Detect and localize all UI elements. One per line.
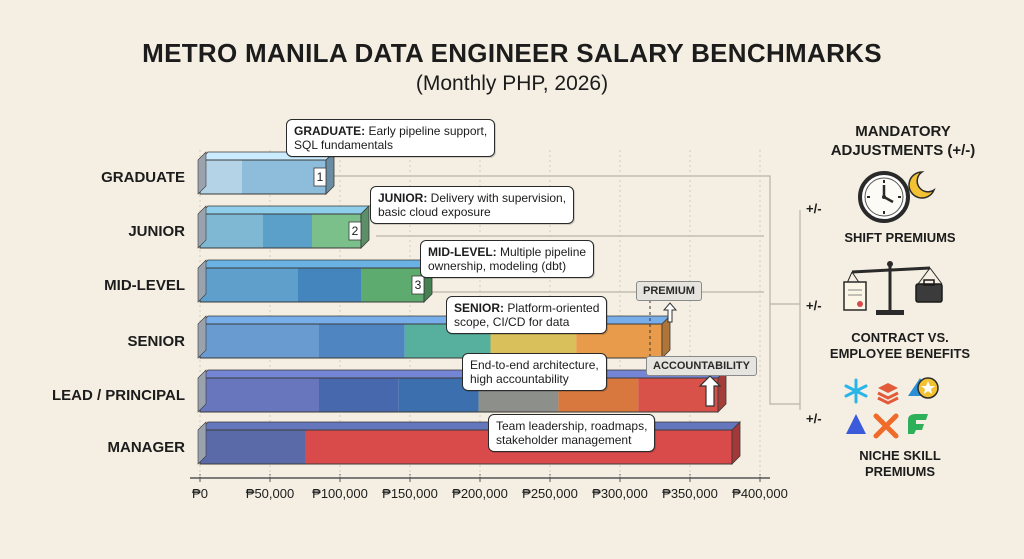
bar-top-face	[199, 421, 741, 431]
up-arrow-icon	[698, 375, 722, 407]
x-tick-label: ₱50,000	[246, 486, 294, 501]
bar-segment	[319, 324, 405, 358]
callout-mid-level: MID-LEVEL: Multiple pipeline ownership, m…	[420, 240, 595, 278]
step-marker	[313, 167, 327, 187]
x-tick-label: ₱400,000	[732, 486, 788, 501]
accountability-tag: ACCOUNTABILITY	[646, 356, 757, 376]
shift-premiums-label: SHIFT PREMIUMS	[844, 230, 956, 245]
adjustments-title: MANDATORY ADJUSTMENTS (+/-)	[830, 123, 976, 159]
step-number: 1	[317, 170, 324, 184]
bar-segment	[200, 160, 242, 194]
bar-side-face	[360, 205, 370, 249]
tech-logos-icon	[842, 376, 952, 451]
category-labels: GRADUATE JUNIOR MID-LEVEL SENIOR LEAD / PRIN…	[52, 169, 185, 456]
bar-top-face	[199, 259, 433, 269]
bar-left-face	[197, 315, 207, 359]
callout-manager: Team leadership, roadmaps, stakeholder ma…	[488, 414, 656, 452]
category-label: JUNIOR	[128, 223, 185, 240]
bar-left-face	[197, 205, 207, 249]
step-marker	[411, 275, 425, 295]
bar-left-face	[197, 421, 207, 465]
step-number: 2	[352, 224, 359, 238]
scales-icon	[838, 258, 948, 323]
x-tick-label: ₱350,000	[662, 486, 718, 501]
bar-side-face	[717, 369, 727, 413]
bar-side-face	[731, 421, 741, 465]
connector-path	[330, 175, 801, 410]
callout-senior: SENIOR: Platform-oriented scope, CI/CD fo…	[446, 296, 608, 334]
x-tick-label: ₱250,000	[522, 486, 578, 501]
bar-segment	[200, 324, 319, 358]
x-tick-label: ₱100,000	[312, 486, 368, 501]
bar-graduate: 1	[197, 151, 335, 195]
bar-segment	[200, 430, 305, 464]
connector-lines	[330, 175, 801, 410]
contract-benefits-label: CONTRACT VS. EMPLOYEE BENEFITS	[829, 330, 971, 361]
bar-segment	[200, 268, 298, 302]
bar-segment	[200, 214, 263, 248]
plus-minus-niche: +/-	[806, 411, 822, 426]
bar-left-face	[197, 151, 207, 195]
bar-top-face	[199, 205, 370, 215]
step-number: 3	[415, 278, 422, 292]
bar-side-face	[325, 151, 335, 195]
x-axis: ₱0 ₱50,000 ₱100,000 ₱150,000 ₱200,000 ₱250,00…	[190, 150, 788, 501]
callout-junior: JUNIOR: Delivery with supervision, basic …	[370, 186, 575, 224]
callout-graduate: GRADUATE: Early pipeline support, SQL fun…	[286, 119, 496, 157]
bar-left-face	[197, 259, 207, 303]
category-label: MID-LEVEL	[104, 277, 185, 294]
bar-left-face	[197, 369, 207, 413]
bar-mid-level: 3	[197, 259, 433, 303]
plus-minus-contract: +/-	[806, 298, 822, 313]
bar-segment	[319, 378, 399, 412]
x-tick-label: ₱300,000	[592, 486, 648, 501]
premium-tag: PREMIUM	[636, 281, 702, 301]
niche-skill-label: NICHE SKILL PREMIUMS	[859, 448, 941, 479]
category-label: GRADUATE	[101, 169, 185, 186]
category-label: LEAD / PRINCIPAL	[52, 387, 185, 404]
chart-title: METRO MANILA DATA ENGINEER SALARY BENCHM…	[142, 38, 882, 68]
plus-minus-shift: +/-	[806, 201, 822, 216]
step-marker	[348, 221, 362, 241]
bar-segment	[200, 378, 319, 412]
x-tick-label: ₱0	[192, 486, 208, 501]
callout-lead-principal: End-to-end architecture, high accountabil…	[462, 353, 607, 391]
bar-segment	[298, 268, 361, 302]
category-label: MANAGER	[108, 439, 186, 456]
x-tick-label: ₱200,000	[452, 486, 508, 501]
bar-segment	[263, 214, 312, 248]
x-tick-label: ₱150,000	[382, 486, 438, 501]
clock-moon-icon	[856, 168, 936, 231]
bar-side-face	[661, 315, 671, 359]
chart-subtitle: (Monthly PHP, 2026)	[415, 72, 609, 95]
category-label: SENIOR	[127, 333, 185, 350]
bar-junior: 2	[197, 205, 370, 249]
bar-manager	[197, 421, 741, 465]
bar-segment	[242, 160, 326, 194]
up-arrow-icon	[662, 302, 678, 323]
